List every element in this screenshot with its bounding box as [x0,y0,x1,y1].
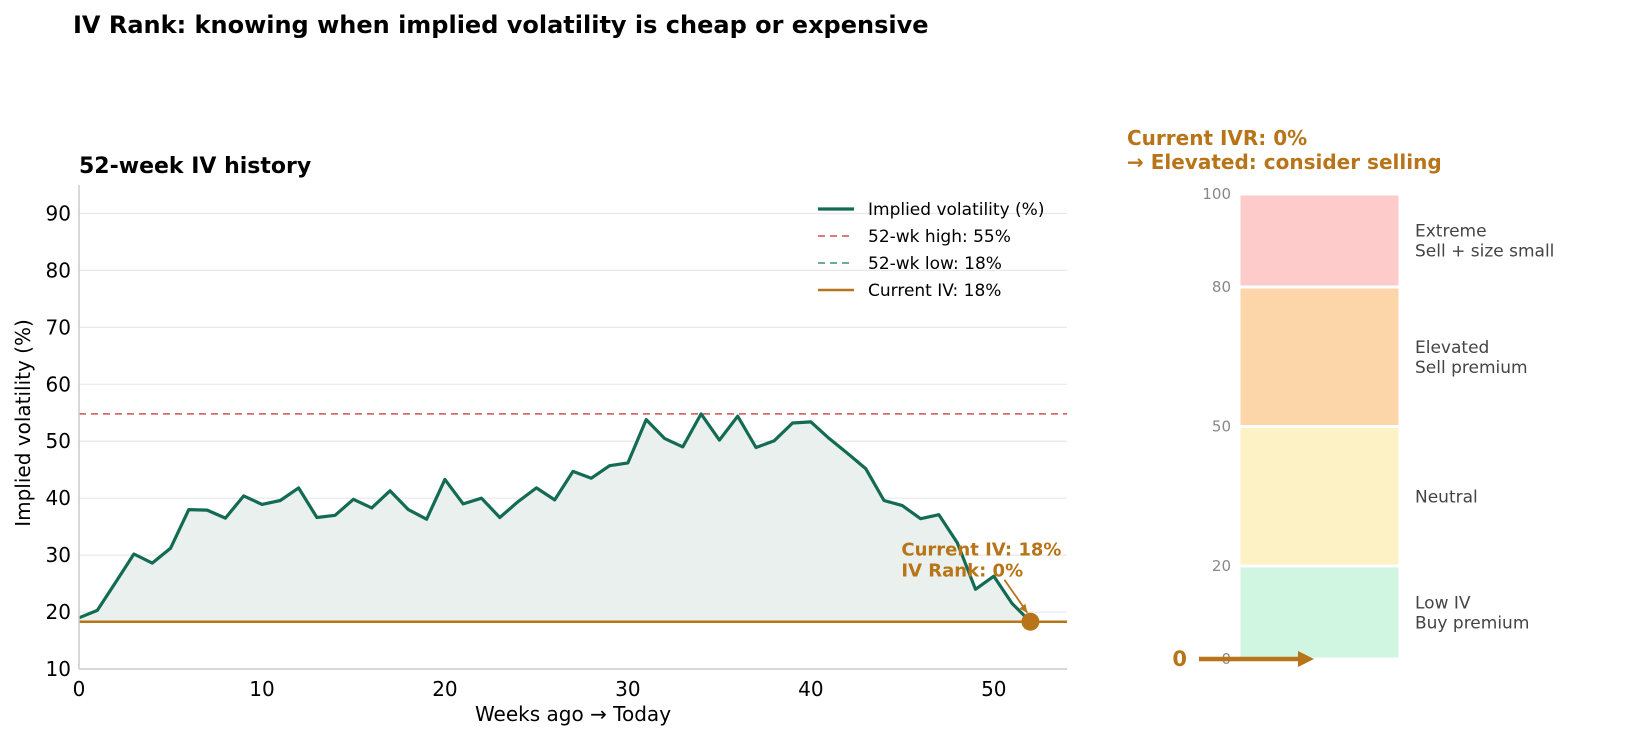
legend-current-label: Current IV: 18% [868,281,1001,301]
zone-label-title: Low IV [1415,594,1471,614]
ivr-gauge: Current IVR: 0% → Elevated: consider sel… [1127,126,1554,671]
y-tick-label: 20 [46,600,71,624]
zone-label-action: Sell premium [1415,358,1528,378]
zone-label-title: Elevated [1415,338,1489,358]
zone-label-title: Extreme [1415,222,1487,242]
gauge-tick-label: 50 [1212,418,1231,436]
zone-label-title: Neutral [1415,487,1478,507]
chart-title: 52-week IV history [79,154,311,179]
current-iv-annotation: Current IV: 18%IV Rank: 0% [901,540,1061,631]
x-tick-label: 20 [432,677,457,701]
annotation-line1: Current IV: 18% [901,540,1061,561]
iv-series-line [78,412,1032,623]
legend-high-label: 52-wk high: 55% [868,227,1011,247]
gauge-tick-label: 20 [1212,557,1231,575]
zone-label-action: Sell + size small [1415,242,1554,262]
y-tick-label: 50 [46,429,71,453]
current-ivr-indicator: 0 [1172,647,1314,671]
x-tick-label: 50 [981,677,1006,701]
annotation-line2: IV Rank: 0% [901,561,1023,582]
zone-low-iv [1237,564,1402,661]
y-tick-label: 90 [46,201,71,225]
legend-iv-label: Implied volatility (%) [868,200,1044,220]
x-tick-label: 0 [73,677,86,701]
x-tick-label: 40 [798,677,823,701]
x-tick-label: 30 [615,677,640,701]
zone-elevated [1237,285,1402,428]
current-ivr-value: 0 [1172,647,1187,671]
zone-label-action: Buy premium [1415,614,1529,634]
reference-lines [79,413,1067,624]
zone-extreme [1237,192,1402,289]
y-tick-label: 70 [46,315,71,339]
zone-neutral [1237,425,1402,568]
y-tick-label: 30 [46,543,71,567]
current-iv-marker [1021,612,1040,631]
legend: Implied volatility (%) 52-wk high: 55% 52-… [818,200,1044,301]
legend-low-label: 52-wk low: 18% [868,254,1002,274]
gauge-tick-labels: 0205080100 [1202,185,1231,668]
figure-title: IV Rank: knowing when implied volatility… [73,11,929,39]
gauge-title-line1: Current IVR: 0% [1127,126,1307,150]
y-tick-label: 40 [46,486,71,510]
y-tick-label: 10 [46,657,71,681]
y-tick-label: 60 [46,372,71,396]
annotation-arrowhead [1019,603,1028,613]
iv-area-fill [79,413,1031,622]
axes [78,185,1067,670]
x-axis-label: Weeks ago → Today [475,702,671,726]
gauge-tick-label: 100 [1202,185,1231,203]
y-tick-label: 80 [46,258,71,282]
gauge-title-line2: → Elevated: consider selling [1127,150,1442,174]
y-axis-label: Implied volatility (%) [11,319,35,527]
gauge-tick-label: 80 [1212,278,1231,296]
x-tick-label: 10 [249,677,274,701]
current-ivr-arrowhead [1298,651,1314,667]
